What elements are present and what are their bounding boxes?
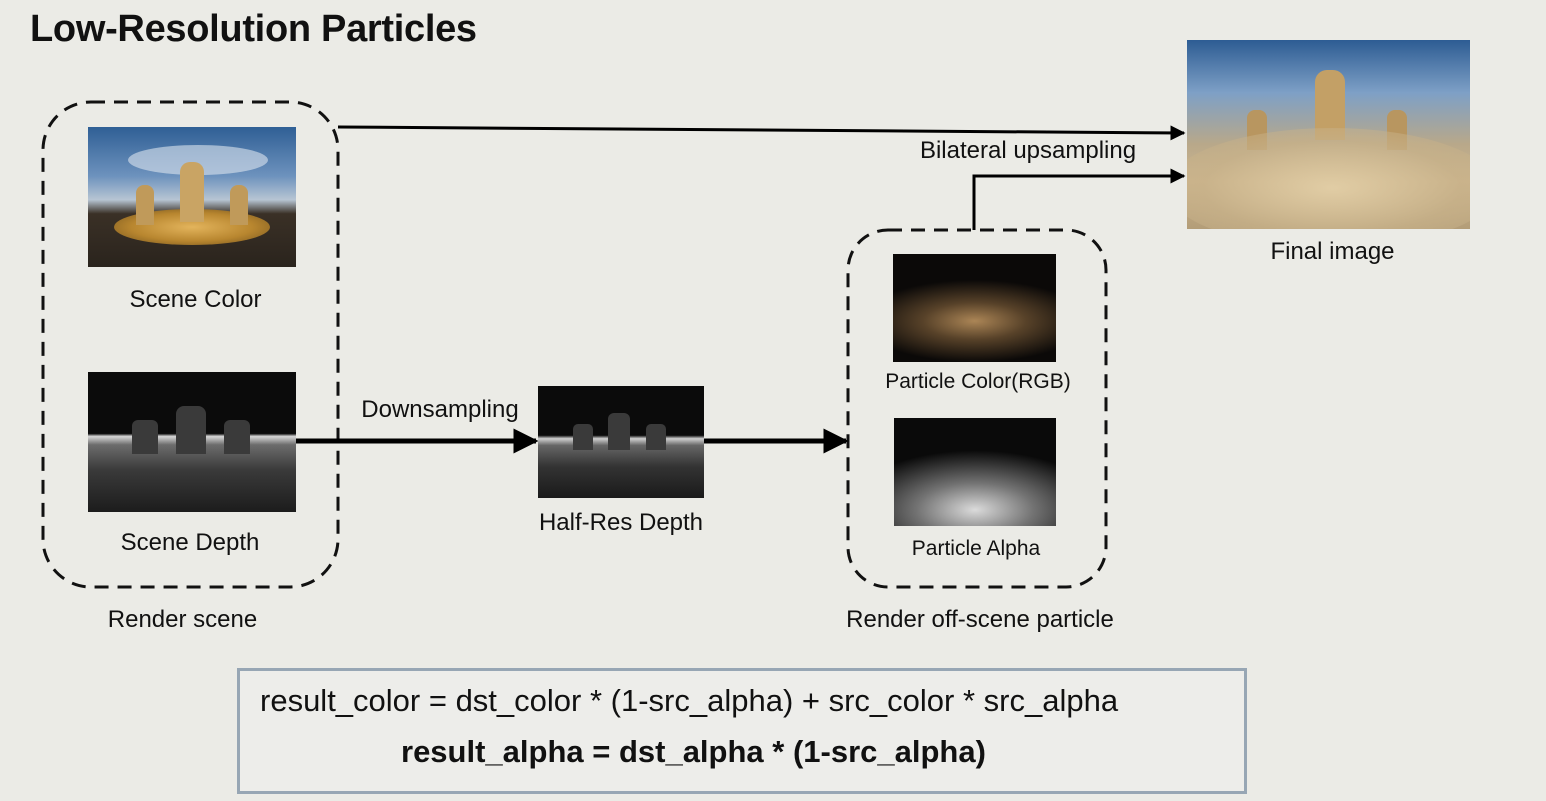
particle-color-image	[893, 254, 1056, 362]
scene-color-image	[88, 127, 296, 267]
particle-alpha-image	[894, 418, 1056, 526]
blend-formula-box: result_color = dst_color * (1-src_alpha)…	[237, 668, 1247, 794]
render-scene-label: Render scene	[107, 606, 258, 633]
render-off-scene-particle-label: Render off-scene particle	[846, 606, 1114, 633]
final-image	[1187, 40, 1470, 229]
result-color-formula: result_color = dst_color * (1-src_alpha)…	[260, 683, 1119, 718]
particle-color-label: Particle Color(RGB)	[885, 370, 1071, 393]
render-scene-group-box	[41, 100, 340, 589]
half-res-depth-label: Half-Res Depth	[538, 509, 704, 536]
downsampling-label: Downsampling	[361, 396, 519, 423]
final-image-label: Final image	[1270, 238, 1395, 265]
bilateral-upsampling-arrow	[972, 168, 1186, 230]
result-alpha-formula: result_alpha = dst_alpha * (1-src_alpha)	[401, 734, 986, 769]
scene-color-to-final-arrow	[337, 125, 1186, 141]
bilateral-upsampling-label: Bilateral upsampling	[919, 137, 1137, 164]
scene-depth-label: Scene Depth	[120, 529, 260, 556]
particle-alpha-label: Particle Alpha	[911, 537, 1041, 560]
particle-group-box	[846, 228, 1108, 589]
scene-color-label: Scene Color	[129, 286, 262, 313]
scene-depth-image	[88, 372, 296, 512]
page-title: Low-Resolution Particles	[30, 8, 477, 50]
half-res-depth-image	[538, 386, 704, 498]
